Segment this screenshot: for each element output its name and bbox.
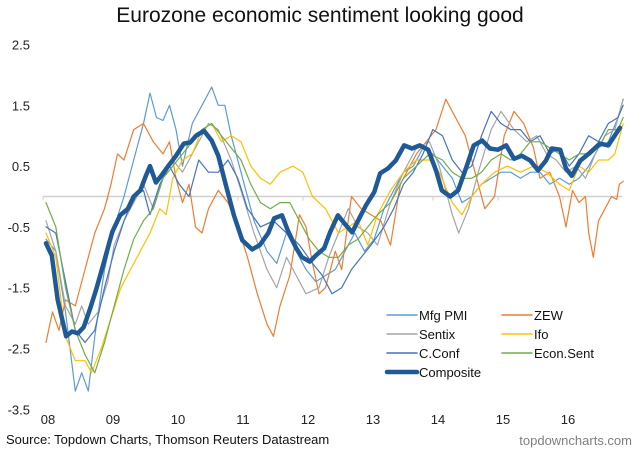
y-axis-ticks: 2.5 1.5 0.5 -0.5 -1.5 -2.5 -3.5 [8,38,30,418]
legend-label-zew: ZEW [534,308,564,323]
series-line-composite [43,125,623,339]
legend-label-sentix: Sentix [419,327,456,342]
y-tick-label: 2.5 [12,38,30,53]
x-tick-label: 09 [106,412,120,427]
series-line-zew [45,98,624,343]
watermark: topdowncharts.com [519,433,632,448]
chart-title: Eurozone economic sentiment looking good [116,4,524,27]
y-tick-label: -2.5 [8,342,30,357]
y-tick-label: -1.5 [8,281,30,296]
y-tick-label: -0.5 [8,220,30,235]
series-line-econ-sent [45,116,624,374]
series-line-mfg-pmi [45,86,624,392]
x-tick-label: 12 [301,412,315,427]
x-tick-label: 14 [431,412,445,427]
x-tick-label: 10 [171,412,185,427]
legend-label-mfg-pmi: Mfg PMI [419,308,467,323]
x-tick-label: 15 [496,412,510,427]
x-tick-label: 13 [366,412,380,427]
series-line-ifo [45,122,624,374]
y-tick-label: 0.5 [12,159,30,174]
x-tick-label: 16 [561,412,575,427]
legend: Mfg PMI ZEW Sentix Ifo C.Conf Econ.Sent Compos… [384,308,594,380]
x-axis-ticks: 08 09 10 11 12 13 14 15 16 [41,412,575,427]
legend-label-c-conf: C.Conf [419,346,460,361]
y-tick-label: 1.5 [12,98,30,113]
y-tick-label: -3.5 [8,402,30,417]
legend-label-composite: Composite [419,365,481,380]
zero-line-group [42,195,622,201]
x-tick-label: 08 [41,412,55,427]
source-note: Source: Topdown Charts, Thomson Reuters … [6,432,330,447]
legend-label-econ-sent: Econ.Sent [534,346,594,361]
x-tick-label: 11 [236,412,250,427]
series-lines [43,86,624,392]
legend-label-ifo: Ifo [534,327,548,342]
